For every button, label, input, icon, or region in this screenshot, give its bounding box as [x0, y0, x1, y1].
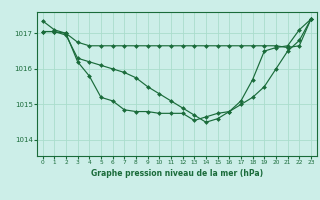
X-axis label: Graphe pression niveau de la mer (hPa): Graphe pression niveau de la mer (hPa)	[91, 169, 263, 178]
